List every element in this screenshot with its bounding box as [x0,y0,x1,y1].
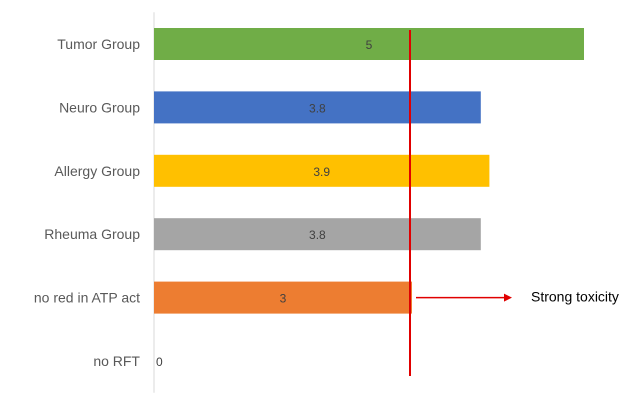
category-label: Rheuma Group [44,226,140,242]
category-label: Tumor Group [57,36,140,52]
bar-tumor-group [154,28,584,60]
bar-no-red-in-atp-act [154,281,412,314]
category-label: Allergy Group [54,163,140,179]
category-label: no red in ATP act [34,290,140,306]
data-label: 3 [280,292,287,306]
category-label: no RFT [93,353,140,369]
category-label: Neuro Group [59,99,140,115]
bar-allergy-group [154,154,490,187]
bar-rheuma-group [154,218,481,251]
labels-layer: Tumor Group 5 Neuro Group 3.8 Allergy Group 3… [34,36,373,369]
data-label: 3.8 [309,101,326,115]
bar-neuro-group [154,91,481,124]
bars-layer [154,28,584,314]
data-label: 0 [156,355,163,369]
annotation-arrowhead [504,293,512,302]
annotation-label: Strong toxicity [531,289,619,305]
data-label: 3.9 [313,165,330,179]
data-label: 5 [366,38,373,52]
annotation-layer: Strong toxicity [409,30,619,376]
data-label: 3.8 [309,228,326,242]
